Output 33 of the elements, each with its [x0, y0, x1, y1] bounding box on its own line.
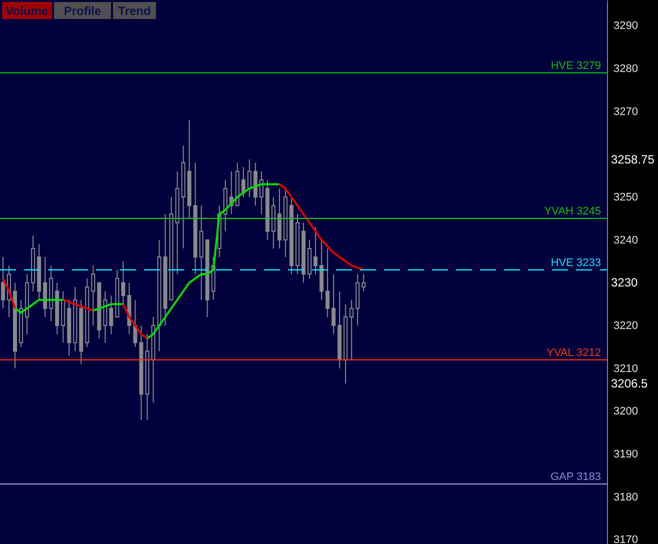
annotation: Trend: [118, 4, 151, 18]
y-tick-label: 3270: [614, 106, 638, 118]
candlestick: [247, 159, 252, 198]
y-tick-label: 3210: [614, 362, 638, 375]
text: 3258.75: [611, 152, 655, 167]
ref-line-label: HVE 3279: [550, 60, 601, 72]
ref-line-label: YVAH 3245: [544, 205, 601, 218]
y-tick-label: 3240: [614, 234, 638, 246]
candlestick: [133, 299, 138, 348]
candlestick: [350, 299, 354, 360]
candlestick: [314, 226, 318, 275]
ref-line-label: HVE 3233: [550, 256, 601, 269]
y-tick-label: 3170: [614, 534, 638, 544]
ref-line-label: YVAL 3212: [546, 346, 601, 359]
candlestick: [91, 265, 96, 326]
candlestick: [326, 248, 330, 318]
candlestick: [1, 256, 6, 309]
annotation: Volume: [6, 4, 49, 18]
text: 3206.5: [611, 376, 648, 390]
annotation: Profile: [64, 4, 102, 18]
text: 3230: [611, 276, 638, 290]
ref-line-label: GAP 3183: [550, 471, 601, 484]
y-tick-label: 3190: [614, 448, 638, 461]
y-tick-label: 3200: [614, 406, 638, 418]
y-tick-label: 3290: [614, 20, 638, 32]
y-tick-label: 3250: [614, 192, 638, 204]
candlestick: [332, 274, 336, 335]
y-tick-label: 3220: [614, 320, 638, 332]
y-tick-label: 3180: [614, 491, 638, 504]
candlestick: [109, 295, 114, 335]
candlestick: [121, 260, 126, 305]
candlestick: [362, 274, 366, 292]
y-tick-label: 3280: [614, 63, 638, 76]
